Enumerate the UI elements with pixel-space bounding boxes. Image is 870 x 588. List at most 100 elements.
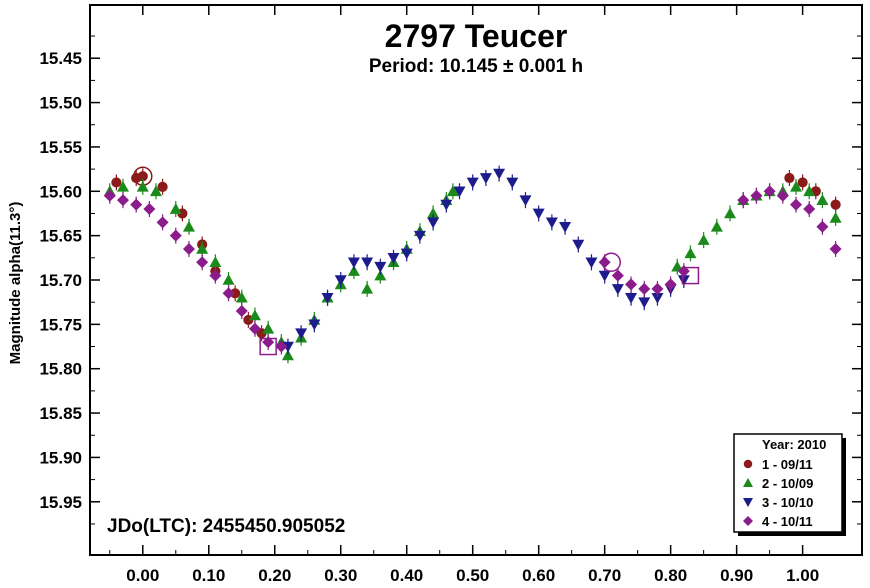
data-point bbox=[361, 257, 374, 269]
x-tick-label: 0.30 bbox=[324, 566, 357, 585]
data-point bbox=[281, 349, 294, 361]
data-point bbox=[737, 194, 750, 207]
data-point bbox=[625, 292, 638, 304]
data-point bbox=[651, 282, 664, 295]
data-point bbox=[413, 230, 426, 242]
x-tick-label: 0.00 bbox=[126, 566, 159, 585]
data-point bbox=[235, 291, 248, 303]
y-tick-label: 15.45 bbox=[39, 49, 82, 68]
legend-marker bbox=[743, 516, 753, 526]
data-point bbox=[710, 220, 723, 232]
legend-markers bbox=[743, 459, 753, 526]
data-point bbox=[111, 177, 122, 188]
data-point bbox=[136, 180, 149, 192]
data-point bbox=[103, 189, 116, 202]
data-point bbox=[803, 203, 816, 216]
x-tick-label: 0.60 bbox=[522, 566, 555, 585]
data-point bbox=[559, 221, 572, 233]
data-point bbox=[446, 185, 459, 197]
data-point bbox=[784, 172, 795, 184]
jdo-annotation: JDo(LTC): 2455450.905052 bbox=[107, 516, 345, 537]
data-point bbox=[664, 278, 677, 291]
data-point bbox=[156, 216, 169, 229]
data-point bbox=[308, 319, 321, 331]
x-tick-label: 0.10 bbox=[192, 566, 225, 585]
x-tick-label: 1.00 bbox=[786, 566, 819, 585]
data-point bbox=[248, 322, 261, 335]
data-point bbox=[519, 195, 532, 207]
axis-ticks: 0.00 0.10 0.20 0.30 0.40 0.50 0.60 0.70 0.80 0.90… bbox=[39, 5, 862, 585]
series-4 bbox=[103, 183, 842, 356]
legend-marker bbox=[743, 498, 753, 507]
data-point bbox=[235, 305, 248, 318]
data-point bbox=[130, 198, 143, 211]
chart-title: 2797 Teucer bbox=[385, 18, 568, 54]
series-3 bbox=[281, 165, 690, 355]
data-point bbox=[830, 199, 841, 210]
data-point bbox=[321, 292, 334, 304]
legend-box bbox=[733, 433, 843, 533]
data-point bbox=[532, 208, 545, 220]
legend-entry-4: 4 - 10/11 bbox=[762, 514, 813, 529]
y-tick-label: 15.80 bbox=[39, 360, 82, 379]
y-tick-label: 15.60 bbox=[39, 182, 82, 201]
data-point bbox=[262, 322, 275, 334]
data-point bbox=[182, 220, 195, 232]
data-point bbox=[137, 171, 148, 182]
legend-marker bbox=[743, 478, 753, 487]
data-point bbox=[638, 297, 651, 309]
x-tick-label: 0.40 bbox=[390, 566, 423, 585]
data-point bbox=[493, 168, 506, 180]
data-point bbox=[209, 256, 222, 268]
data-point bbox=[572, 239, 585, 251]
data-point bbox=[763, 185, 776, 198]
data-point bbox=[625, 278, 638, 291]
data-point bbox=[149, 185, 162, 197]
legend-marker bbox=[743, 459, 753, 469]
x-tick-label: 0.50 bbox=[456, 566, 489, 585]
epoch-box bbox=[259, 337, 277, 356]
data-point bbox=[611, 269, 624, 282]
data-point bbox=[275, 340, 288, 353]
x-tick-label: 0.70 bbox=[588, 566, 621, 585]
data-point bbox=[374, 269, 387, 281]
data-point bbox=[143, 203, 156, 216]
data-point bbox=[776, 189, 789, 202]
data-point bbox=[222, 274, 235, 285]
y-tick-label: 15.90 bbox=[39, 448, 82, 467]
data-point bbox=[157, 181, 168, 192]
data-point bbox=[797, 177, 808, 188]
y-tick-label: 15.70 bbox=[39, 271, 82, 290]
data-point bbox=[585, 257, 598, 269]
data-point bbox=[453, 186, 466, 198]
epoch-circle bbox=[601, 252, 622, 273]
data-point bbox=[334, 275, 347, 286]
y-tick-label: 15.95 bbox=[39, 493, 82, 512]
legend-shadow-bottom bbox=[738, 532, 846, 536]
data-point bbox=[697, 234, 710, 245]
data-point bbox=[684, 247, 697, 259]
legend-entry-2: 2 - 10/09 bbox=[762, 476, 813, 491]
x-tick-label: 0.90 bbox=[720, 566, 753, 585]
epoch-box bbox=[681, 266, 700, 285]
data-point bbox=[248, 309, 261, 321]
data-point bbox=[724, 207, 737, 219]
data-point bbox=[677, 275, 690, 286]
data-point bbox=[209, 269, 222, 282]
legend-entry-1: 1 - 09/11 bbox=[762, 457, 813, 472]
legend: Year: 2010 1 - 09/11 2 - 10/09 3 - 10/10… bbox=[733, 433, 846, 536]
data-point bbox=[230, 288, 241, 299]
legend-shadow bbox=[842, 438, 846, 536]
data-point bbox=[182, 242, 195, 255]
y-tick-label: 15.50 bbox=[39, 94, 82, 113]
y-tick-label: 15.85 bbox=[39, 404, 82, 423]
data-point bbox=[427, 217, 440, 229]
y-tick-label: 15.55 bbox=[39, 138, 82, 157]
data-point bbox=[116, 180, 129, 192]
data-point bbox=[545, 217, 558, 229]
data-point bbox=[387, 253, 400, 264]
data-point bbox=[598, 256, 611, 269]
y-axis-label: Magnitude alpha(11.3°) bbox=[7, 202, 24, 365]
legend-entry-3: 3 - 10/10 bbox=[762, 495, 813, 510]
